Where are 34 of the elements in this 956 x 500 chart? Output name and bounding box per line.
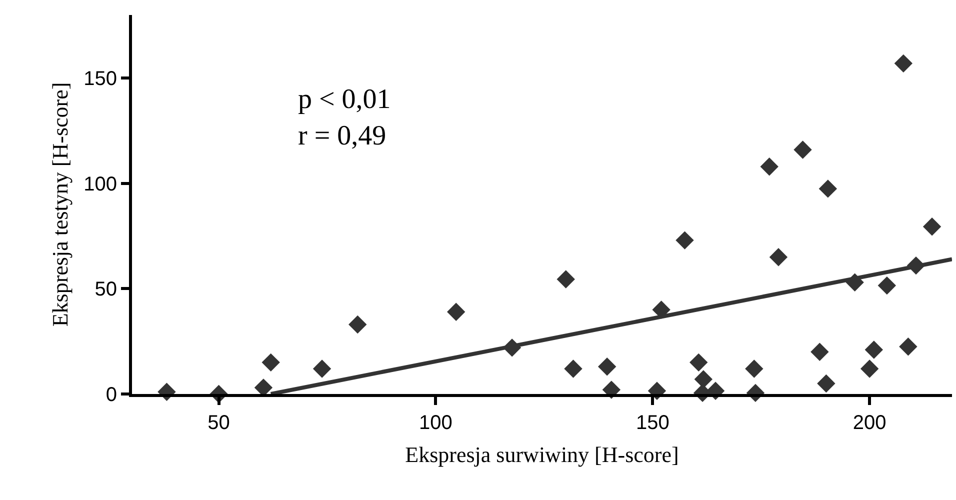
y-tick-label: 50 xyxy=(94,278,117,301)
y-axis-title: Ekspresja testyny [H-score] xyxy=(47,82,72,327)
point xyxy=(690,353,708,372)
point xyxy=(860,360,879,378)
point xyxy=(899,338,918,356)
point xyxy=(818,180,838,198)
point xyxy=(598,358,616,376)
y-tick-label: 100 xyxy=(84,173,117,196)
point xyxy=(894,54,913,73)
point xyxy=(769,248,788,266)
point xyxy=(676,231,694,250)
y-tick-label: 0 xyxy=(106,384,117,406)
point xyxy=(447,302,466,321)
point xyxy=(810,342,829,361)
point xyxy=(694,370,712,388)
point xyxy=(348,315,367,334)
x-tick-label: 200 xyxy=(852,412,886,434)
x-tick-label: 150 xyxy=(636,412,670,434)
point xyxy=(556,270,575,288)
point xyxy=(817,374,836,393)
x-tick-label: 50 xyxy=(208,412,230,434)
point xyxy=(745,360,764,378)
point xyxy=(564,360,582,378)
point xyxy=(922,218,942,236)
point xyxy=(864,340,883,359)
point xyxy=(794,140,812,159)
y-tick-label: 150 xyxy=(84,68,117,90)
x-tick-label: 100 xyxy=(419,412,452,434)
point xyxy=(312,360,332,378)
point xyxy=(262,353,280,372)
annotation: p < 0,01 r = 0,49 xyxy=(298,84,391,152)
point xyxy=(760,158,778,176)
x-axis-title: Ekspresja surwiwiny [H-score] xyxy=(405,442,679,467)
point xyxy=(878,276,896,295)
